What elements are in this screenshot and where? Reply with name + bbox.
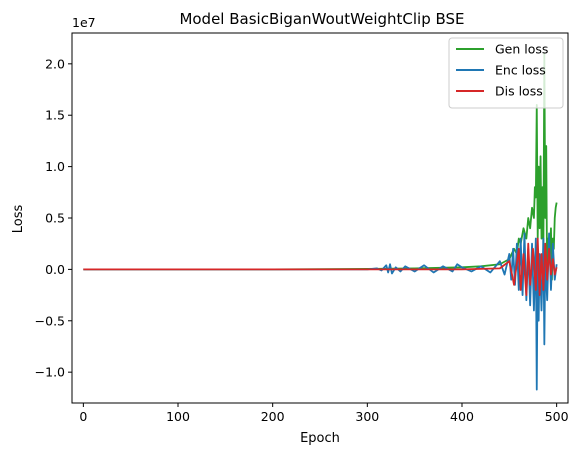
- y-tick-label: 2.0: [45, 56, 65, 71]
- x-axis-ticks: 0 100 200 300 400 500: [79, 403, 569, 424]
- x-axis-title: Epoch: [300, 431, 340, 446]
- y-tick-label: 0.5: [45, 211, 65, 226]
- chart-title: Model BasicBiganWoutWeightClip BSE: [179, 10, 464, 28]
- y-tick-label: −0.5: [35, 313, 65, 328]
- x-tick-label: 500: [545, 409, 569, 424]
- x-tick-label: 300: [355, 409, 379, 424]
- x-tick-label: 200: [261, 409, 285, 424]
- series-line-enc-loss: [83, 232, 558, 391]
- plot-frame: [71, 32, 569, 404]
- legend: Gen loss Enc loss Dis loss: [448, 37, 564, 109]
- legend-label-gen-loss: Gen loss: [495, 42, 548, 57]
- y-tick-label: 0.0: [45, 262, 65, 277]
- y-tick-label: 1.0: [45, 159, 65, 174]
- y-offset-text: 1e7: [72, 15, 96, 30]
- y-tick-label: 1.5: [45, 108, 65, 123]
- y-axis-ticks: −1.0 −0.5 0.0 0.5 1.0 1.5 2.0: [35, 56, 72, 380]
- y-tick-label: −1.0: [35, 365, 65, 380]
- y-axis-title: Loss: [11, 205, 26, 234]
- legend-label-enc-loss: Enc loss: [495, 63, 546, 78]
- x-tick-label: 0: [79, 409, 87, 424]
- legend-label-dis-loss: Dis loss: [495, 84, 543, 99]
- x-tick-label: 100: [166, 409, 190, 424]
- series-line-dis-loss: [83, 237, 558, 296]
- x-tick-label: 400: [450, 409, 474, 424]
